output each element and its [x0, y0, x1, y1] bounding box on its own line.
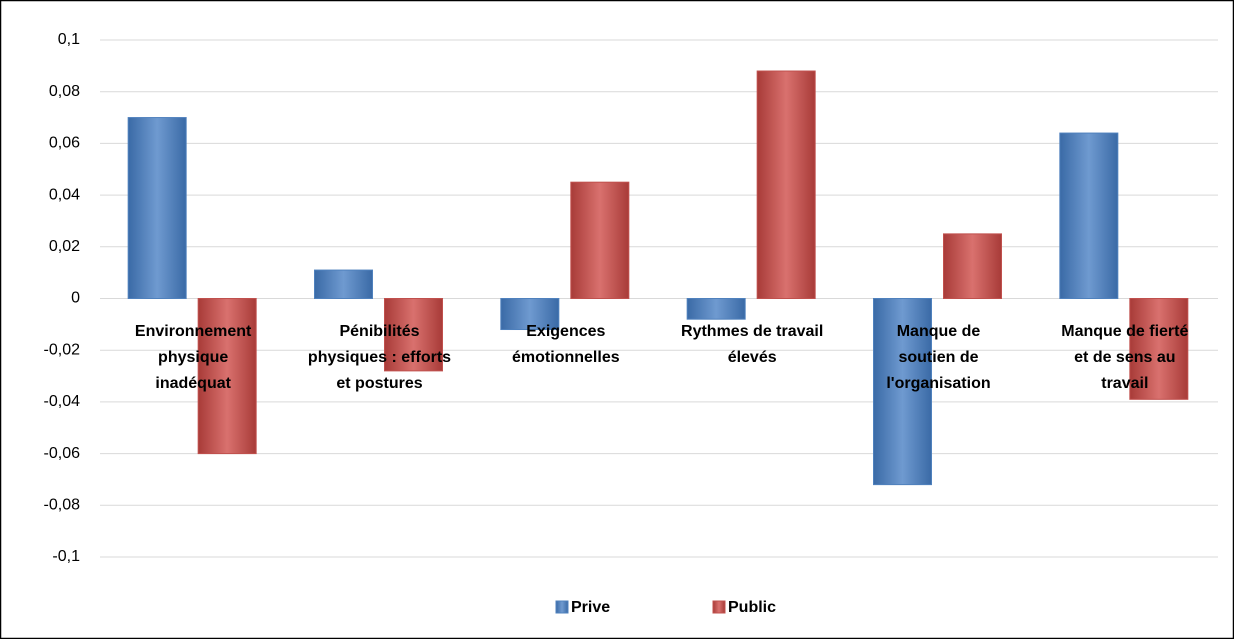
x-tick-label: Manque de soutien de l'organisation: [886, 323, 990, 392]
y-tick-label: 0,08: [49, 83, 80, 100]
x-tick-label: Manque de fierté et de sens au travail: [1061, 323, 1188, 392]
y-tick-label: 0,02: [49, 238, 80, 255]
bar: [384, 298, 443, 372]
legend-swatch: [712, 600, 726, 614]
y-tick-label: 0,04: [49, 186, 80, 203]
x-tick-label: Exigences émotionnelles: [512, 323, 620, 366]
bar: [570, 181, 630, 299]
y-tick-label: 0: [71, 290, 80, 307]
bar: [873, 298, 932, 486]
x-tick-label: Rythmes de travail élevés: [681, 323, 823, 366]
y-tick-label: -0,1: [52, 548, 80, 565]
y-tick-label: -0,02: [44, 341, 81, 358]
bar: [500, 298, 560, 331]
bar: [756, 70, 816, 299]
bar: [1059, 132, 1119, 299]
x-tick-label: Pénibilités physiques : efforts et posture…: [308, 323, 451, 392]
y-tick-label: 0,1: [58, 31, 80, 48]
legend-label: Public: [728, 599, 776, 616]
bar: [197, 298, 257, 455]
y-tick-label: 0,06: [49, 135, 80, 152]
bar: [943, 233, 1002, 299]
y-tick-label: -0,06: [44, 445, 81, 462]
legend-swatch: [555, 600, 569, 614]
y-tick-label: -0,08: [44, 497, 81, 514]
y-tick-label: -0,04: [44, 393, 81, 410]
bar: [127, 117, 187, 299]
bar: [314, 269, 373, 300]
bar: [1129, 298, 1189, 400]
legend-label: Prive: [571, 599, 610, 616]
x-tick-label: Environnement physique inadéquat: [135, 323, 252, 392]
bar: [686, 298, 746, 320]
